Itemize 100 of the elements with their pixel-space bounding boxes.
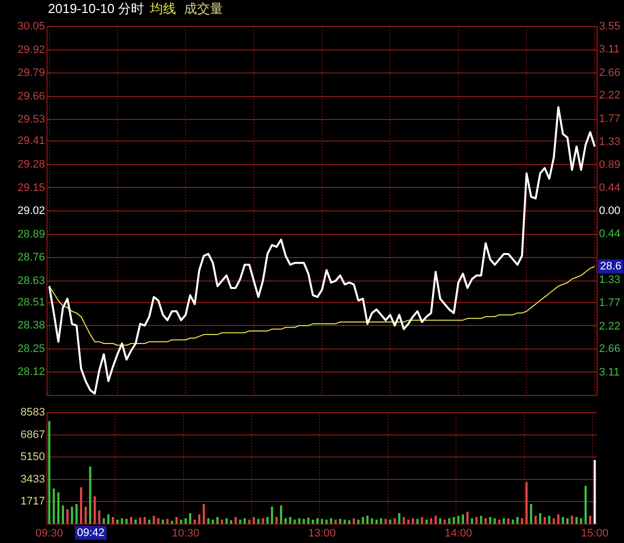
y-tick-label: 29.53 (17, 114, 45, 126)
bar (525, 482, 528, 524)
y-tick-label: 28.63 (17, 274, 45, 287)
y-tick-label: 6867 (20, 428, 45, 441)
y2-tick-label: 3.55 (599, 20, 620, 33)
y2-tick-label: 2.66 (599, 343, 620, 356)
bar (366, 516, 369, 524)
bar (198, 514, 200, 524)
bar (244, 518, 246, 524)
x-tick-label: 14:00 (444, 527, 472, 540)
bar (534, 516, 537, 524)
bar (62, 505, 64, 524)
y-tick-label: 28.76 (17, 252, 45, 264)
bar (139, 518, 142, 524)
y-tick-label: 28.51 (17, 296, 45, 308)
bar (248, 520, 250, 524)
bar (302, 518, 305, 524)
bar (66, 509, 69, 524)
y2-tick-label: 1.77 (599, 113, 620, 126)
y2-tick-label: 0.44 (599, 228, 620, 240)
y-tick-label: 3433 (20, 473, 45, 486)
y-tick-label: 28.12 (17, 366, 45, 378)
y-tick-label: 29.66 (17, 90, 45, 102)
bar (152, 516, 155, 524)
bar (89, 466, 92, 524)
text: 成交量 (184, 1, 224, 16)
bar (230, 520, 232, 524)
bar (307, 518, 310, 524)
bar (294, 520, 296, 524)
y-tick-label: 30.05 (17, 20, 45, 33)
bar (489, 516, 492, 524)
bar (84, 506, 87, 524)
y2-tick-label: 1.77 (599, 296, 620, 309)
x-tick-label: 13:00 (308, 527, 336, 540)
bar (239, 520, 242, 524)
bar (434, 516, 437, 524)
y-tick-label: 28.38 (17, 320, 45, 332)
bar (189, 513, 192, 524)
bar (539, 513, 542, 524)
y-tick-label: 29.41 (17, 135, 45, 148)
bar (480, 516, 482, 524)
y2-tick-label: 3.11 (599, 43, 620, 56)
bar (144, 516, 146, 524)
bar (548, 516, 550, 524)
y2-tick-label: 2.22 (599, 90, 620, 102)
bar (352, 518, 355, 524)
bar (298, 518, 300, 524)
bar (70, 506, 74, 524)
bar (452, 516, 455, 524)
y2-tick-label: 1.33 (599, 274, 620, 286)
bar (194, 520, 196, 524)
y2-tick-label: 1.33 (599, 136, 620, 148)
x-tick-label: 15:00 (580, 527, 608, 540)
y2-tick-label: 0.00 (599, 205, 620, 218)
bar (94, 496, 96, 524)
y-tick-label: 1717 (20, 496, 45, 508)
annotation: 28.6 (600, 260, 622, 273)
bar (584, 486, 587, 524)
y-tick-label: 28.25 (17, 342, 45, 355)
bar (270, 506, 274, 524)
x-tick-label: 09:30 (36, 527, 64, 540)
bar (570, 516, 574, 524)
bar (439, 518, 442, 524)
bar (544, 516, 546, 524)
bar (402, 516, 405, 524)
y2-tick-label: 0.89 (599, 158, 620, 171)
bar (389, 520, 392, 524)
bar (52, 488, 55, 524)
bar (102, 518, 105, 524)
bar (148, 520, 150, 524)
bar (530, 504, 532, 524)
bar (498, 520, 500, 524)
bar (75, 504, 78, 524)
y-tick-label: 29.15 (17, 182, 45, 194)
y-tick-label: 28.89 (17, 228, 45, 240)
bar (502, 518, 505, 524)
y-tick-label: 29.28 (17, 158, 45, 170)
bar (339, 518, 342, 524)
bar (48, 421, 50, 524)
x-tick-label: 10:30 (172, 527, 200, 540)
bar (552, 518, 555, 524)
y-tick-label: 5150 (20, 451, 45, 464)
bar (594, 460, 596, 524)
bar (494, 518, 496, 524)
bar (444, 520, 446, 524)
y-tick-label: 8583 (20, 406, 45, 419)
bar (80, 487, 82, 524)
bar (57, 492, 60, 524)
bar (98, 510, 100, 524)
bar (394, 518, 396, 524)
bar (457, 516, 460, 524)
y-tick-label: 29.79 (17, 67, 45, 80)
y2-tick-label: 2.66 (599, 66, 620, 79)
y2-tick-label: 0.44 (599, 182, 620, 194)
y-tick-label: 29.92 (17, 44, 45, 56)
bar (344, 520, 346, 524)
text: 均线 (150, 1, 176, 16)
bar (398, 513, 400, 524)
bar (348, 520, 350, 524)
y2-tick-label: 3.11 (599, 366, 620, 379)
